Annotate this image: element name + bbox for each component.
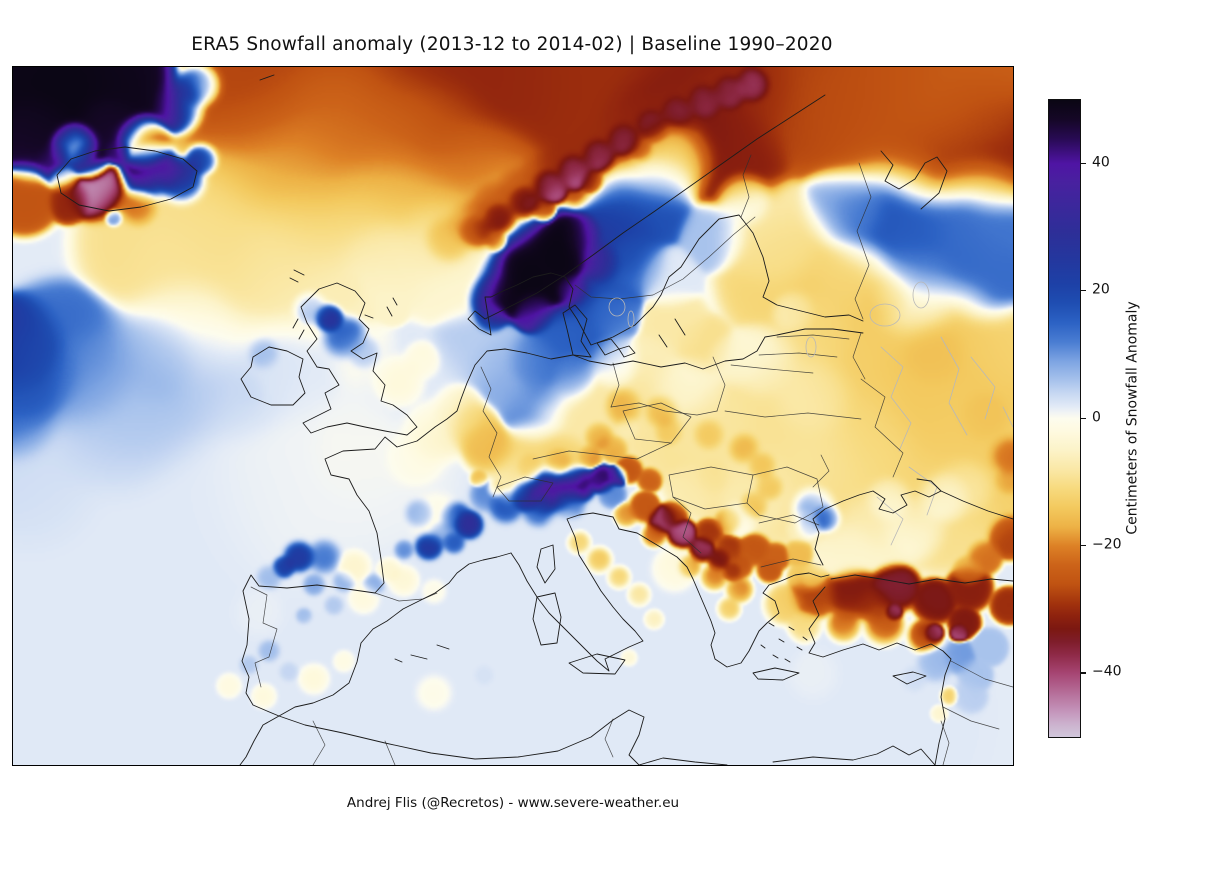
coastline-path	[394, 644, 450, 663]
coastline-path	[830, 574, 1013, 585]
country-border-line	[712, 356, 726, 412]
lake-outline	[805, 336, 817, 358]
admin-boundary-line	[876, 496, 904, 546]
country-border-line	[950, 660, 1013, 688]
country-border-line	[758, 514, 820, 526]
country-border-line	[480, 366, 502, 498]
country-border-line	[854, 162, 872, 320]
coastline-path	[300, 282, 418, 436]
colorbar: 40 20 0 −20 −40 Centimeters of Snowfall Anom…	[1048, 99, 1230, 738]
country-border-line	[604, 718, 614, 758]
coastline-path	[56, 146, 198, 212]
country-border-line	[496, 476, 554, 502]
admin-boundary-line	[940, 336, 968, 436]
country-border-line	[758, 352, 838, 358]
coastline-path	[240, 346, 306, 406]
country-border-line	[740, 154, 752, 218]
colorbar-tick	[1081, 290, 1086, 292]
country-border-line	[940, 720, 950, 765]
country-border-line	[724, 410, 862, 420]
coastline-path	[364, 297, 398, 319]
country-border-line	[622, 402, 692, 444]
country-border-line	[812, 454, 830, 488]
coastline-path	[562, 304, 592, 358]
coastline-path	[880, 150, 948, 210]
coastline-path	[752, 667, 800, 681]
country-border-line	[852, 332, 866, 380]
colorbar-tick-label: −20	[1092, 536, 1122, 553]
coastline-path	[760, 622, 808, 663]
country-border-line	[610, 362, 620, 408]
coastline-path	[568, 653, 626, 675]
country-border-line	[384, 740, 396, 765]
coastline-path	[892, 671, 927, 685]
country-border-line	[574, 216, 756, 300]
coastline-path	[812, 478, 942, 566]
admin-boundary-line	[908, 466, 938, 516]
coastline-path	[278, 709, 645, 765]
coastline-path	[596, 338, 636, 358]
coastline-path	[940, 490, 1013, 520]
coastline-path	[532, 592, 562, 646]
lake-outline	[608, 297, 626, 317]
colorbar-label-wrap: Centimeters of Snowfall Anomaly	[1116, 99, 1150, 736]
admin-boundary-line	[1002, 406, 1013, 428]
country-border-line	[532, 442, 672, 460]
country-border-line	[672, 496, 702, 554]
coastline-overlay	[56, 74, 1013, 765]
country-border-line	[746, 466, 824, 524]
figure-caption: Andrej Flis (@Recretos) - www.severe-wea…	[346, 795, 680, 811]
colorbar-tick-label: 40	[1092, 154, 1110, 171]
country-border-line	[610, 402, 718, 416]
country-border-line	[860, 378, 904, 478]
country-border-line	[776, 334, 850, 340]
colorbar-tick-label: −40	[1092, 663, 1122, 680]
coastline-path	[808, 586, 952, 765]
colorbar-tick-label: 20	[1092, 281, 1110, 298]
figure-title: ERA5 Snowfall anomaly (2013-12 to 2014-0…	[191, 34, 833, 55]
country-border-line	[312, 720, 326, 765]
coastline-path	[638, 757, 728, 765]
colorbar-gradient	[1048, 99, 1081, 738]
colorbar-tick	[1081, 672, 1086, 674]
colorbar-tick	[1081, 417, 1086, 419]
coastline-path	[572, 328, 864, 370]
coastline-path	[259, 74, 275, 81]
coastline-path	[241, 348, 574, 717]
coastline-path	[772, 745, 936, 765]
admin-boundary-line	[880, 346, 912, 452]
map-plot	[12, 66, 1014, 766]
country-border-line	[730, 364, 814, 374]
coastline-path	[467, 94, 864, 346]
coastline-path	[510, 512, 830, 672]
coastline-path	[658, 318, 686, 348]
colorbar-axis-label: Centimeters of Snowfall Anomaly	[1125, 300, 1142, 535]
lake-outline	[912, 281, 930, 309]
colorbar-tick	[1081, 544, 1086, 547]
lake-outline	[869, 303, 901, 327]
coastline-path	[289, 269, 305, 283]
country-border-line	[250, 586, 278, 688]
coastline-path	[292, 318, 305, 340]
lake-outline	[627, 310, 635, 328]
country-border-line	[942, 706, 1000, 730]
country-border-line	[668, 466, 754, 510]
coastline-path	[239, 715, 280, 765]
colorbar-tick-label: 0	[1092, 409, 1101, 426]
colorbar-tick	[1081, 162, 1086, 165]
coastline-path	[536, 544, 556, 584]
country-border-line	[760, 558, 822, 568]
admin-boundary-line	[970, 356, 996, 420]
